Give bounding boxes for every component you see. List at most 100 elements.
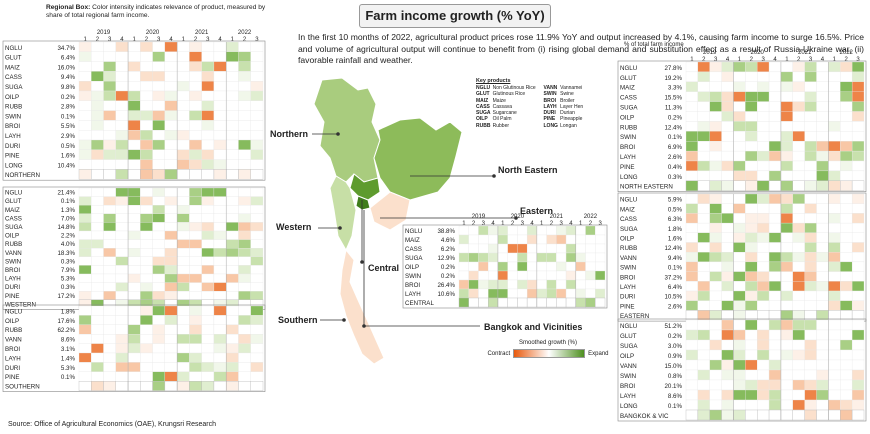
heat-cell [828, 232, 841, 243]
heat-cell [804, 193, 817, 204]
heat-cell [768, 252, 782, 263]
heat-cell [709, 281, 722, 292]
heat-cell [164, 305, 178, 316]
row-share: 1.4% [61, 355, 76, 362]
heat-cell [721, 150, 734, 162]
heat-cell [757, 329, 770, 341]
total-cell [840, 409, 853, 421]
heat-cell [745, 252, 758, 263]
heat-cell [250, 273, 264, 283]
heat-cell [757, 170, 770, 181]
heat-cell [226, 205, 239, 214]
heat-cell [517, 261, 528, 272]
heat-cell [546, 261, 557, 272]
total-cell [828, 310, 841, 321]
heat-cell [201, 239, 215, 249]
heat-cell [78, 110, 92, 121]
total-cell [685, 310, 699, 321]
heat-cell [238, 61, 251, 72]
heat-cell [507, 288, 518, 299]
total-cell [127, 169, 141, 180]
heat-cell [250, 256, 264, 266]
row-product: SWIN [5, 113, 21, 120]
heat-cell [226, 130, 239, 141]
heat-cell [250, 110, 264, 121]
heat-cell [458, 288, 469, 299]
quarter-label: 3 [714, 57, 718, 63]
row-product: SUGA [620, 226, 638, 233]
key-code: DURI [543, 110, 556, 117]
row-product: LAYH [620, 154, 636, 161]
heat-cell [685, 359, 699, 371]
map-region-label: Bangkok and Vicinities [484, 322, 582, 332]
heat-cell [780, 242, 793, 253]
heat-cell [238, 352, 251, 363]
heat-cell [840, 290, 853, 301]
heat-cell [115, 71, 129, 82]
total-cell [828, 180, 841, 191]
heat-cell [468, 243, 479, 254]
total-cell [536, 297, 547, 308]
heat-cell [828, 213, 841, 224]
heat-cell [851, 329, 865, 341]
heat-cell [792, 399, 805, 411]
heat-cell [127, 71, 141, 82]
heat-cell [840, 261, 853, 272]
quarter-label: 3 [482, 221, 486, 227]
row-share: 17.6% [57, 318, 75, 325]
heat-cell [226, 343, 239, 354]
heat-cell [851, 203, 865, 214]
heat-cell [745, 319, 758, 331]
quarter-label: 2 [472, 221, 476, 227]
heat-cell [164, 291, 178, 300]
heat-cell [780, 131, 793, 142]
heat-cell [840, 81, 853, 92]
heat-cell [757, 232, 770, 243]
heat-cell [780, 61, 793, 73]
heat-cell [250, 352, 264, 363]
key-name: Maize [492, 97, 506, 104]
heat-cell [780, 319, 793, 331]
heat-cell [816, 290, 829, 301]
heat-cell [176, 130, 190, 141]
heat-cell [804, 261, 817, 272]
row-share: 27.8% [664, 65, 682, 72]
heat-cell [556, 243, 567, 254]
heat-cell [721, 203, 734, 214]
heat-cell [189, 352, 202, 363]
row-product: BROI [405, 282, 420, 289]
row-share: 0.2% [441, 264, 456, 271]
row-share: 6.9% [668, 144, 683, 151]
row-product: VANN [620, 255, 637, 262]
heat-cell [238, 139, 251, 150]
heat-cell [840, 271, 853, 282]
heat-cell [250, 315, 264, 325]
heat-cell [595, 225, 606, 236]
heat-cell [595, 243, 606, 254]
quarter-label: 3 [856, 57, 860, 63]
total-cell [709, 310, 722, 321]
heat-cell [792, 300, 805, 311]
heat-cell [685, 121, 699, 132]
heat-cell [103, 213, 116, 223]
heat-cell [78, 282, 92, 292]
heat-cell [488, 270, 499, 281]
heat-cell [250, 239, 264, 249]
heat-cell [685, 91, 699, 102]
row-share: 0.2% [61, 94, 76, 101]
row-product: SUGA [405, 255, 423, 262]
row-share: 12.4% [664, 245, 682, 252]
narrative-text: In the first 10 months of 2022, agricult… [298, 32, 864, 66]
heat-cell [745, 160, 758, 172]
total-cell [733, 180, 746, 191]
heat-cell [238, 159, 251, 170]
heat-cell [721, 379, 734, 391]
heat-cell [115, 362, 129, 372]
heat-cell [164, 139, 178, 150]
heat-cell [792, 121, 805, 132]
heat-cell [115, 149, 129, 160]
heat-cell [792, 389, 805, 401]
heat-cell [189, 71, 202, 82]
heat-cell [213, 334, 227, 344]
heat-cell [804, 150, 817, 162]
